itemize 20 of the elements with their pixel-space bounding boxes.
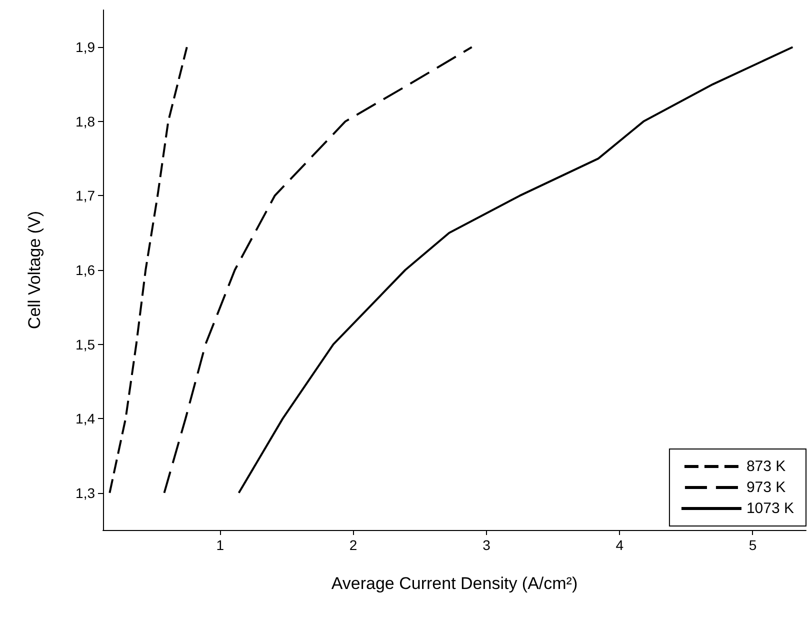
y-tick-label: 1,3 (76, 484, 96, 501)
line-series (238, 46, 794, 494)
y-tick-label: 1,9 (76, 39, 96, 56)
x-tick-label: 3 (482, 537, 491, 553)
y-tick-label: 1,5 (76, 336, 96, 352)
legend-label: 873 K (746, 458, 786, 475)
x-tick-label: 2 (349, 537, 358, 553)
x-tick-label: 4 (616, 537, 624, 553)
legend-label: 973 K (746, 479, 786, 496)
line-series (163, 46, 473, 494)
y-tick-label: 1,6 (76, 262, 96, 278)
x-axis-title: Average Current Density (A/cm²) (331, 574, 578, 593)
x-tick-label: 1 (216, 537, 224, 553)
line-series (108, 46, 188, 494)
y-tick-label: 1,4 (76, 410, 96, 427)
y-tick-label: 1,7 (76, 188, 96, 204)
legend-label: 1073 K (746, 500, 794, 517)
x-tick-label: 5 (748, 537, 757, 553)
y-axis-title: Cell Voltage (V) (25, 210, 44, 330)
y-tick-label: 1,8 (76, 113, 96, 130)
